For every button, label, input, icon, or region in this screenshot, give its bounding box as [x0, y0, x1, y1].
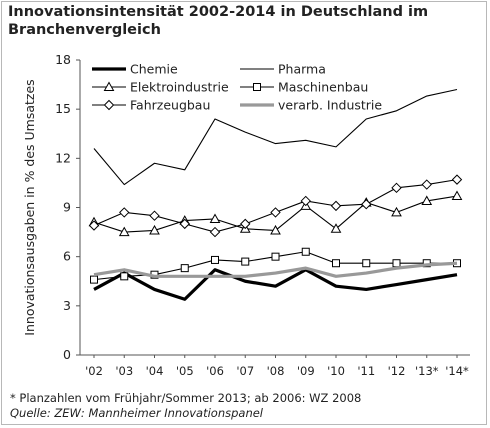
- data-point-fahrzeugbau: [361, 199, 372, 210]
- x-tick-label: '07: [236, 364, 254, 378]
- x-tick-label: '12: [388, 364, 406, 378]
- x-tick-label: '06: [206, 364, 224, 378]
- data-point-fahrzeugbau: [88, 220, 100, 231]
- series-line-fahrzeugbau: [93, 179, 458, 233]
- data-point-maschinenbau: [392, 259, 401, 268]
- data-point-maschinenbau: [271, 252, 280, 261]
- series-line-chemie: [93, 268, 458, 301]
- y-tick-label: 6: [63, 249, 71, 264]
- x-tick-label: '03: [115, 364, 133, 378]
- legend-label-maschinenbau: Maschinenbau: [278, 80, 368, 95]
- data-point-maschinenbau: [332, 259, 340, 268]
- x-tick-label: '09: [297, 364, 315, 378]
- data-point-fahrzeugbau: [119, 207, 130, 218]
- y-tick-label: 18: [55, 52, 71, 67]
- data-point-maschinenbau: [90, 275, 98, 284]
- data-point-fahrzeugbau: [421, 179, 432, 190]
- series-line-verarb-industrie: [93, 261, 458, 278]
- legend-label-pharma: Pharma: [278, 62, 326, 77]
- footnote: * Planzahlen vom Frühjahr/Sommer 2013; a…: [10, 391, 362, 405]
- y-tick-label: 9: [63, 200, 71, 215]
- source-note: Quelle: ZEW: Mannheimer Innovationspanel: [10, 406, 264, 420]
- x-tick-label: '08: [267, 364, 285, 378]
- data-point-maschinenbau: [362, 259, 371, 268]
- legend-label-fahrzeugbau: Fahrzeugbau: [130, 98, 210, 113]
- series-line-pharma: [93, 88, 458, 186]
- data-point-elektroindustrie: [270, 224, 281, 235]
- data-point-elektroindustrie: [330, 223, 342, 233]
- x-tick-label: '05: [176, 364, 194, 378]
- legend-label-verarb-industrie: verarb. Industrie: [278, 98, 382, 113]
- data-point-fahrzeugbau: [300, 195, 311, 207]
- data-point-elektroindustrie: [421, 195, 433, 205]
- y-tick-label: 15: [55, 101, 71, 116]
- x-tick-label: '14*: [445, 364, 469, 378]
- x-tick-label: '02: [85, 364, 103, 378]
- y-axis-title: Innovationsausgaben in % des Umsatzes: [22, 79, 37, 335]
- data-point-elektroindustrie: [209, 213, 221, 223]
- data-point-elektroindustrie: [451, 190, 463, 201]
- chart-title: Innovationsintensität 2002-2014 in Deuts…: [8, 4, 429, 38]
- y-tick-label: 3: [63, 298, 71, 313]
- y-tick-label: 0: [63, 347, 71, 362]
- data-point-elektroindustrie: [118, 226, 130, 237]
- data-point-fahrzeugbau: [330, 200, 342, 212]
- data-point-fahrzeugbau: [391, 182, 402, 194]
- data-point-fahrzeugbau: [179, 218, 190, 230]
- data-point-fahrzeugbau: [240, 218, 251, 230]
- data-point-fahrzeugbau: [270, 207, 281, 218]
- x-tick-label: '04: [146, 364, 164, 378]
- legend-marker-elektroindustrie: [103, 81, 115, 91]
- data-point-maschinenbau: [211, 255, 219, 264]
- data-point-elektroindustrie: [149, 224, 160, 235]
- data-point-maschinenbau: [180, 264, 189, 273]
- data-point-maschinenbau: [301, 247, 310, 256]
- data-point-fahrzeugbau: [451, 174, 463, 185]
- legend-marker-fahrzeugbau: [103, 99, 115, 111]
- legend-marker-maschinenbau: [253, 83, 261, 91]
- legend-label-elektroindustrie: Elektroindustrie: [130, 80, 229, 95]
- x-tick-label: '11: [357, 364, 375, 378]
- x-tick-label: '13*: [415, 364, 439, 378]
- data-point-maschinenbau: [120, 272, 129, 281]
- data-point-fahrzeugbau: [149, 210, 160, 221]
- y-tick-label: 12: [55, 150, 71, 165]
- data-point-fahrzeugbau: [209, 226, 221, 238]
- data-point-maschinenbau: [241, 257, 250, 266]
- data-point-elektroindustrie: [391, 206, 402, 217]
- legend-label-chemie: Chemie: [130, 62, 178, 77]
- x-tick-label: '10: [327, 364, 345, 378]
